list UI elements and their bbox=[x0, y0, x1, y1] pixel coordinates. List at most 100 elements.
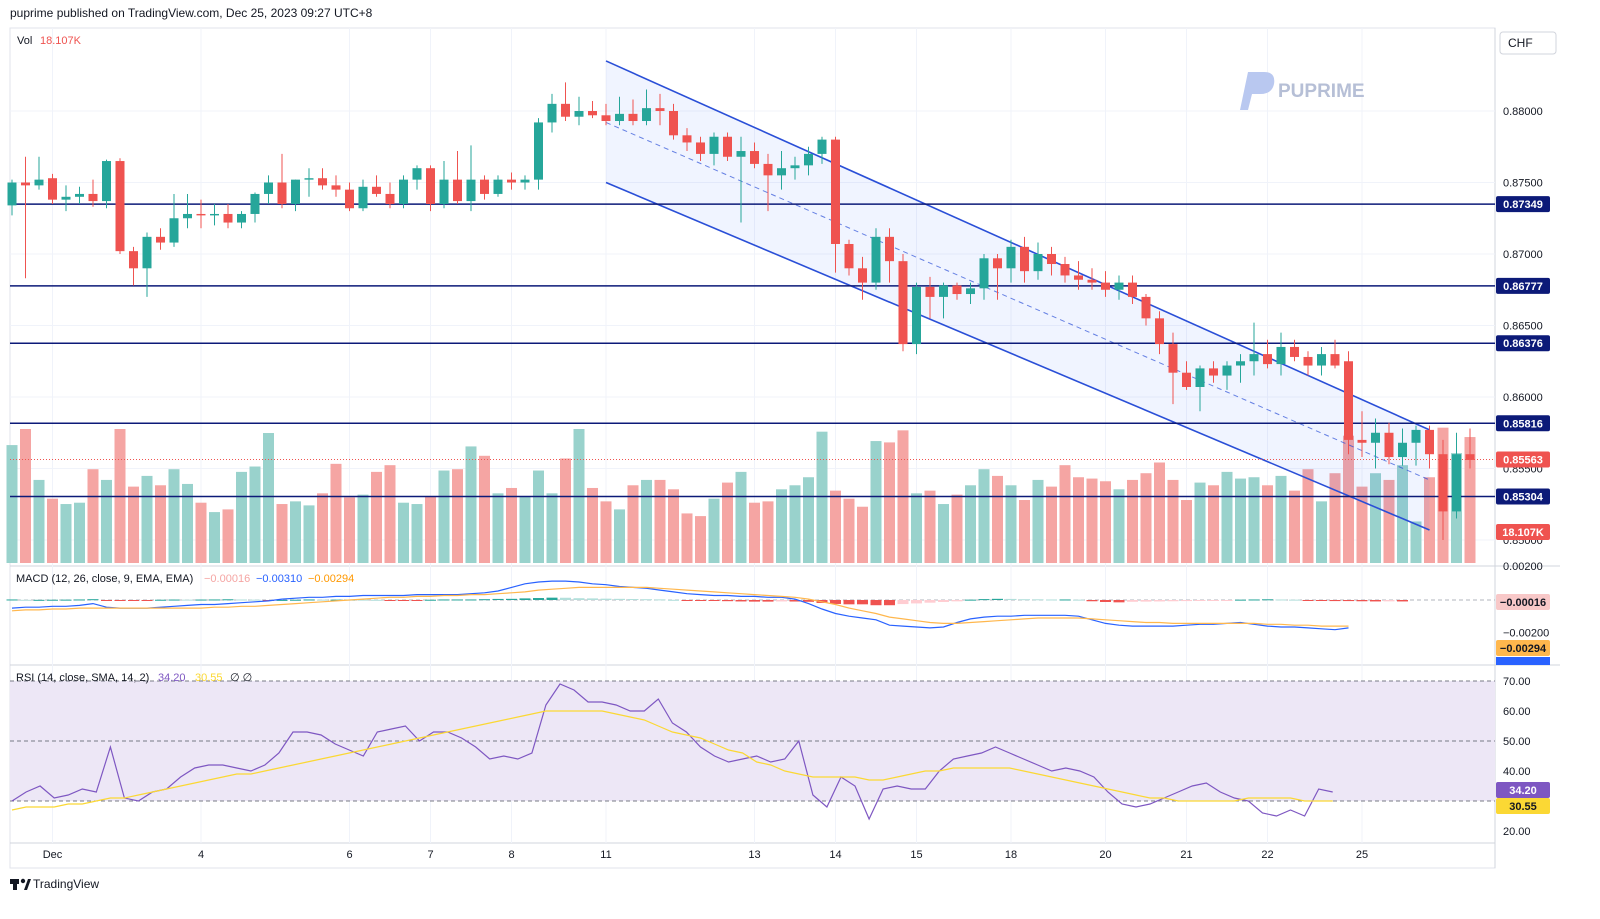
candle-body bbox=[142, 236, 152, 269]
volume-bar bbox=[344, 497, 355, 563]
candle-body bbox=[588, 111, 597, 116]
macd-histogram-bar bbox=[1019, 599, 1030, 601]
volume-legend-value: 18.107K bbox=[40, 35, 82, 47]
macd-signal-line bbox=[11, 586, 1349, 627]
candle-body bbox=[1398, 442, 1407, 458]
candle-body bbox=[169, 218, 179, 243]
macd-histogram-bar bbox=[290, 599, 301, 601]
candle-body bbox=[615, 113, 624, 122]
time-tick-label: 14 bbox=[829, 849, 841, 861]
candle-body bbox=[561, 103, 570, 117]
volume-bar bbox=[1127, 479, 1138, 563]
candle-body bbox=[912, 286, 921, 345]
level-badge-bg bbox=[1496, 415, 1550, 432]
time-tick-label: Dec bbox=[43, 849, 63, 861]
rsi-tick-label: 60.00 bbox=[1503, 706, 1531, 718]
level-badge: 0.86376 bbox=[1503, 338, 1543, 350]
macd-histogram-bar bbox=[884, 600, 895, 606]
volume-bar bbox=[1005, 485, 1017, 563]
volume-bar bbox=[1208, 485, 1219, 563]
candle-body bbox=[385, 193, 395, 204]
puprime-logo-mark bbox=[1240, 72, 1275, 110]
volume-bar bbox=[587, 487, 598, 563]
macd-histogram-bar bbox=[762, 600, 774, 602]
macd-histogram-bar bbox=[600, 598, 612, 600]
candle-body bbox=[507, 179, 516, 183]
grid bbox=[10, 28, 1495, 843]
macd-legend-signal: −0.00294 bbox=[308, 573, 354, 585]
macd-histogram-bar bbox=[897, 600, 909, 605]
macd-histogram-bar bbox=[1343, 600, 1354, 602]
candle-body bbox=[1263, 354, 1272, 365]
time-tick-label: 4 bbox=[198, 849, 204, 861]
volume-bar bbox=[614, 509, 625, 563]
macd-histogram-bar bbox=[357, 599, 369, 601]
volume-bar bbox=[1154, 462, 1165, 563]
candle-body bbox=[547, 103, 557, 123]
candle-body bbox=[304, 178, 314, 180]
axes: 0.88000 0.87500 0.87000 0.86500 0.86000 0.855… bbox=[43, 106, 1549, 861]
volume-bar bbox=[1086, 478, 1098, 563]
candle-body bbox=[1425, 429, 1434, 455]
macd-histogram-bar bbox=[911, 600, 922, 604]
volume-bar bbox=[681, 513, 693, 563]
rsi-badge-bg bbox=[1496, 782, 1550, 798]
time-tick-label: 15 bbox=[910, 849, 922, 861]
macd-histogram-bar bbox=[6, 599, 18, 601]
descending-channel[interactable] bbox=[605, 60, 1430, 531]
channel-lower-line bbox=[605, 181, 1430, 531]
time-tick-label: 13 bbox=[748, 849, 760, 861]
volume-bar bbox=[668, 489, 679, 563]
macd-histogram-bar bbox=[276, 599, 288, 601]
macd-histogram-bar bbox=[236, 599, 247, 601]
candle-body bbox=[1060, 264, 1070, 276]
volume-bar bbox=[884, 442, 895, 563]
volume-bar bbox=[533, 470, 544, 563]
candle-body bbox=[871, 236, 881, 283]
candle-body bbox=[264, 182, 273, 194]
macd-histogram-bar bbox=[128, 600, 139, 601]
candle-body bbox=[1249, 354, 1259, 362]
candle-body bbox=[331, 185, 341, 190]
volume-bar bbox=[1235, 478, 1246, 563]
volume-bar bbox=[722, 482, 733, 563]
macd-histogram-bar bbox=[1181, 600, 1192, 602]
level-badge-bg bbox=[1496, 335, 1550, 352]
volume-bar bbox=[87, 469, 99, 563]
tv-logo-dot bbox=[20, 878, 26, 884]
macd-histogram-bar bbox=[654, 599, 666, 601]
volume-bar bbox=[276, 504, 288, 563]
candle-body bbox=[1101, 282, 1110, 290]
volume-bar bbox=[317, 493, 328, 563]
macd-histogram-bar bbox=[546, 597, 558, 600]
volume-bar bbox=[330, 463, 342, 563]
volume-bar bbox=[1343, 435, 1354, 563]
candle-body bbox=[534, 122, 543, 180]
currency-box[interactable] bbox=[1499, 31, 1557, 55]
candle-body bbox=[1033, 254, 1043, 272]
volume-bar bbox=[128, 486, 139, 563]
candle-body bbox=[1438, 454, 1448, 512]
tv-logo-slash bbox=[24, 879, 31, 890]
macd-histogram-bar bbox=[1059, 599, 1071, 601]
candle-body bbox=[210, 213, 219, 216]
candle-body bbox=[1411, 429, 1421, 443]
candle-body bbox=[736, 151, 746, 157]
candle-body bbox=[88, 193, 98, 202]
time-tick-label: 21 bbox=[1180, 849, 1192, 861]
macd-histogram-bar bbox=[1248, 599, 1260, 601]
macd-histogram-bar bbox=[1275, 599, 1287, 601]
volume-bar bbox=[1370, 473, 1381, 563]
candle-body bbox=[277, 182, 287, 204]
macd-legend-macd: −0.00310 bbox=[256, 573, 302, 585]
candle-body bbox=[115, 161, 125, 252]
candle-body bbox=[898, 261, 908, 345]
candle-body bbox=[777, 168, 786, 176]
candle-body bbox=[358, 186, 368, 209]
macd-histogram-bar bbox=[1329, 600, 1341, 602]
macd-histogram-bar bbox=[452, 599, 463, 601]
macd-histogram-bar bbox=[1005, 598, 1017, 600]
volume-bar bbox=[101, 479, 112, 563]
macd-histogram-bar bbox=[978, 599, 990, 601]
